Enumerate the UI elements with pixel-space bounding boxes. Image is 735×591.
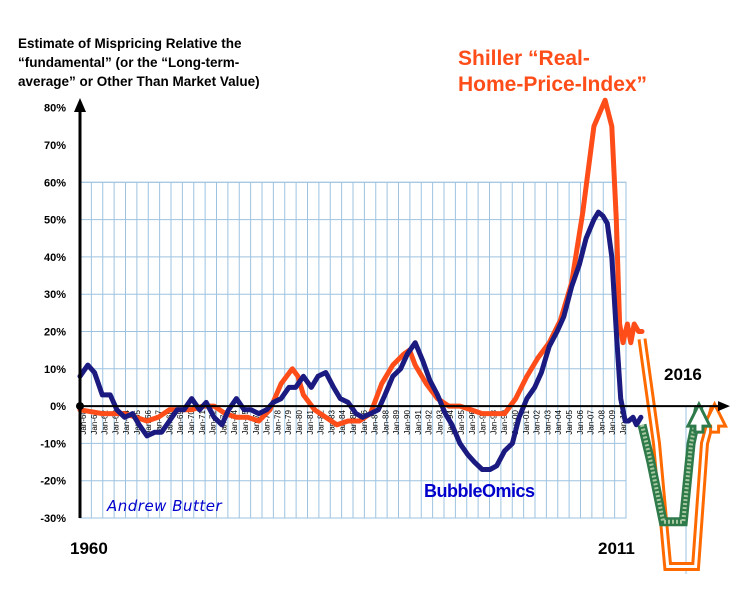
x-tick-label: Jan-82 <box>317 410 326 435</box>
x-tick-label: Jan-63 <box>111 410 120 435</box>
x-tick-label: Jan-04 <box>554 410 563 435</box>
x-tick-label: Jan-70 <box>187 410 196 435</box>
x-tick-label: Jan-92 <box>425 410 434 435</box>
bubbleomics-series-line <box>77 209 644 472</box>
x-tick-label: Jan-07 <box>587 410 596 435</box>
x-tick-label: Jan-80 <box>295 410 304 435</box>
y-tick-label: 30% <box>44 289 66 301</box>
y-tick-label: 70% <box>44 140 66 152</box>
x-tick-label: Jan-60 <box>79 410 88 435</box>
x-tick-label: Jan-96 <box>468 410 477 435</box>
x-tick-label: Jan-97 <box>479 410 488 435</box>
x-tick-label: Jan-72 <box>209 410 218 435</box>
y-tick-label: 20% <box>44 327 66 339</box>
x-tick-label: Jan-03 <box>543 410 552 435</box>
x-tick-label: Jan-64 <box>122 410 131 435</box>
x-tick-label: Jan-61 <box>90 410 99 435</box>
x-tick-label: Jan-86 <box>360 410 369 435</box>
x-tick-label: Jan-71 <box>198 410 207 435</box>
y-tick-label: -10% <box>40 438 66 450</box>
x-start-label: 1960 <box>70 539 108 558</box>
shiller-label-line-1: Shiller “Real- <box>458 47 590 70</box>
y-axis-title-line-1: Estimate of Mispricing Relative the <box>18 36 242 51</box>
y-tick-label: 80% <box>44 103 66 115</box>
bubbleomics-projection-arrow-core <box>640 405 701 524</box>
y-tick-label: -20% <box>40 476 66 488</box>
x-axis-arrow <box>718 401 730 412</box>
x-tick-label: Jan-90 <box>403 410 412 435</box>
y-tick-label: -30% <box>40 513 66 525</box>
chart-grid <box>79 181 687 574</box>
x-tick-label: Jan-95 <box>457 410 466 435</box>
x-tick-label: Jan-09 <box>608 410 617 435</box>
y-tick-label: 10% <box>44 364 66 376</box>
shiller-series-label: Shiller “Real- Home-Price-Index” <box>458 46 647 98</box>
x-tick-label: Jan-93 <box>435 410 444 435</box>
x-tick-label: Jan-05 <box>565 410 574 435</box>
x-tick-label: Jan-77 <box>263 410 272 435</box>
y-tick-label: 0% <box>50 401 66 413</box>
bubbleomics-projection-arrow-head <box>685 400 713 434</box>
x-tick-label: Jan-01 <box>522 410 531 435</box>
x-tick-label: Jan-69 <box>176 410 185 435</box>
x-tick-label: Jan-02 <box>533 410 542 435</box>
y-axis-title: Estimate of Mispricing Relative the “fun… <box>18 34 358 91</box>
x-tick-label: Jan-81 <box>306 410 315 435</box>
x-end-label: 2011 <box>598 539 635 558</box>
author-credit: Andrew Butter <box>107 497 223 515</box>
x-tick-label: Jan-78 <box>273 410 282 435</box>
x-tick-label: Jan-06 <box>576 410 585 435</box>
forecast-year-label: 2016 <box>664 365 702 384</box>
x-tick-label: Jan-88 <box>381 410 390 435</box>
bubbleomics-series-label: BubbleOmics <box>424 481 535 501</box>
y-tick-label: 40% <box>44 252 66 264</box>
x-tick-label: Jan-87 <box>371 410 380 435</box>
y-axis-ticks: -30% -20% -10% 0% 10% 20% 30% 40% 50% 60% 70% 80% <box>40 103 66 525</box>
x-tick-label: Jan-67 <box>155 410 164 435</box>
x-tick-label: Jan-89 <box>392 410 401 435</box>
y-axis-title-line-2: “fundamental” (or the “Long-term- <box>18 55 240 70</box>
y-axis-title-line-3: average” or Other Than Market Value) <box>18 74 260 89</box>
x-tick-label: Jan-74 <box>230 410 239 435</box>
x-tick-label: Jan-98 <box>489 410 498 435</box>
chart-axes <box>74 98 730 518</box>
y-tick-label: 60% <box>44 177 66 189</box>
y-tick-label: 50% <box>44 215 66 227</box>
x-tick-label: Jan-79 <box>284 410 293 435</box>
x-tick-label: Jan-75 <box>241 410 250 435</box>
x-tick-label: Jan-62 <box>101 410 110 435</box>
x-tick-label: Jan-91 <box>414 410 423 435</box>
shiller-projection-arrow-core <box>640 338 717 568</box>
y-axis-arrow <box>74 98 86 112</box>
x-tick-label: Jan-99 <box>500 410 509 435</box>
shiller-label-line-2: Home-Price-Index” <box>458 73 648 96</box>
x-tick-label: Jan-08 <box>597 410 606 435</box>
origin-dot <box>76 402 84 411</box>
